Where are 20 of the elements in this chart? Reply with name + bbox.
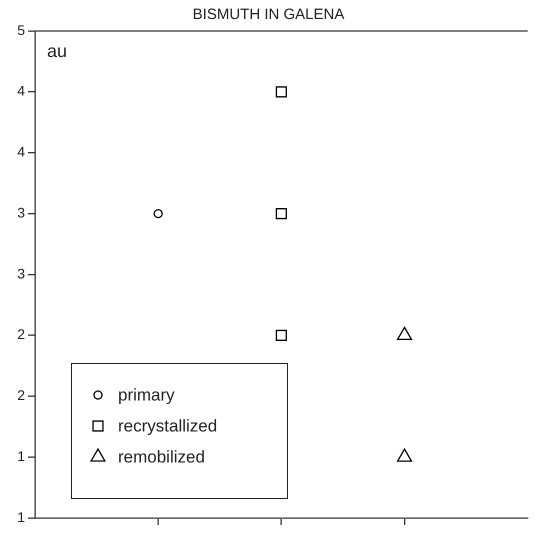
point (276, 208, 287, 220)
point (396, 326, 412, 340)
y-tick-label: 1 (17, 448, 26, 464)
y-tick-label: 4 (17, 144, 26, 160)
y-axis-title: au (47, 40, 68, 61)
y-tick-label: 2 (17, 387, 26, 404)
point (276, 86, 287, 98)
legend-label: recrystallized (118, 416, 218, 436)
y-tick-label: 3 (17, 265, 26, 282)
y-tick-label: 5 (17, 22, 26, 38)
legend-label: primary (118, 386, 176, 405)
chart-title: BISMUTH IN GALENA (192, 6, 344, 24)
y-tick-label: 3 (17, 204, 26, 220)
legend-label: remobilized (118, 448, 205, 467)
point (396, 448, 412, 462)
point (276, 330, 287, 341)
y-tick-label: 2 (17, 326, 26, 342)
point (154, 208, 163, 218)
y-tick-label: 1 (17, 508, 26, 525)
y-tick-label: 4 (17, 82, 26, 99)
